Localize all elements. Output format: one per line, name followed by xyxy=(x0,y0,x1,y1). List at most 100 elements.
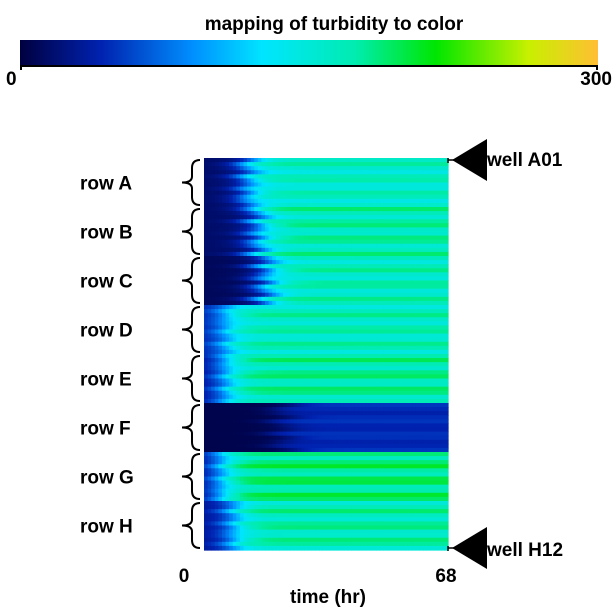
heatmap-cell xyxy=(361,382,367,388)
heatmap-cell xyxy=(365,362,370,367)
heatmap-cell xyxy=(275,427,280,433)
heatmap-cell xyxy=(351,300,356,306)
heatmap-cell xyxy=(340,362,345,367)
heatmap-cell xyxy=(383,366,388,371)
heatmap-cell xyxy=(408,407,413,412)
heatmap-cell xyxy=(379,215,385,220)
heatmap-cell xyxy=(221,182,227,188)
heatmap-cell xyxy=(401,194,406,200)
heatmap-cell xyxy=(433,296,438,302)
heatmap-cell xyxy=(207,419,212,425)
heatmap-cell xyxy=(336,374,341,380)
heatmap-cell xyxy=(218,362,223,367)
heatmap-cell xyxy=(250,239,255,245)
heatmap-cell xyxy=(361,329,367,335)
heatmap-cell xyxy=(361,219,367,224)
heatmap-cell xyxy=(415,325,420,331)
heatmap-cell xyxy=(257,194,263,200)
heatmap-cell xyxy=(229,390,234,396)
heatmap-cell xyxy=(415,349,420,355)
heatmap-cell xyxy=(268,251,273,257)
heatmap-cell xyxy=(358,247,363,253)
heatmap-cell xyxy=(412,329,417,335)
heatmap-cell xyxy=(333,370,338,376)
heatmap-cell xyxy=(326,366,331,371)
heatmap-cell xyxy=(261,325,266,331)
heatmap-cell xyxy=(404,247,410,253)
heatmap-cell xyxy=(286,182,291,188)
heatmap-cell xyxy=(207,288,212,294)
heatmap-cell xyxy=(300,345,306,351)
heatmap-cell xyxy=(311,354,316,359)
heatmap-cell xyxy=(340,382,345,388)
heatmap-cell xyxy=(404,423,410,429)
heatmap-cell xyxy=(390,341,395,347)
heatmap-cell xyxy=(282,223,288,229)
heatmap-cell xyxy=(415,247,420,253)
heatmap-cell xyxy=(326,158,331,163)
heatmap-cell xyxy=(401,284,406,290)
heatmap-cell xyxy=(343,333,349,339)
heatmap-cell xyxy=(318,231,324,237)
heatmap-cell xyxy=(376,235,381,241)
heatmap-cell xyxy=(290,215,295,220)
heatmap-cell xyxy=(440,309,446,314)
heatmap-cell xyxy=(358,305,363,310)
heatmap-cell xyxy=(261,403,266,408)
heatmap-cell xyxy=(422,358,428,363)
heatmap-cell xyxy=(300,427,306,433)
heatmap-cell xyxy=(340,227,345,233)
heatmap-cell xyxy=(239,456,245,461)
heatmap-cell xyxy=(265,435,270,441)
heatmap-cell xyxy=(265,419,270,425)
heatmap-cell xyxy=(365,382,370,388)
heatmap-cell xyxy=(433,272,438,278)
heatmap-cell xyxy=(214,390,219,396)
heatmap-cell xyxy=(326,198,331,204)
heatmap-cell xyxy=(376,264,381,269)
heatmap-cell xyxy=(315,272,320,278)
heatmap-cell xyxy=(225,370,230,376)
heatmap-cell xyxy=(383,415,388,420)
heatmap-cell xyxy=(250,211,255,216)
heatmap-cell xyxy=(204,231,209,237)
heatmap-cell xyxy=(408,329,413,335)
heatmap-cell xyxy=(286,207,291,212)
heatmap-cell xyxy=(257,427,263,433)
heatmap-cell xyxy=(290,354,295,359)
heatmap-cell xyxy=(351,439,356,445)
heatmap-cell xyxy=(207,354,212,359)
heatmap-cell xyxy=(433,411,438,416)
heatmap-cell xyxy=(311,300,316,306)
heatmap-cell xyxy=(354,247,359,253)
heatmap-cell xyxy=(293,186,298,192)
heatmap-cell xyxy=(232,186,237,192)
heatmap-cell xyxy=(207,341,212,347)
heatmap-cell xyxy=(379,321,385,327)
heatmap-cell xyxy=(211,394,216,400)
heatmap-cell xyxy=(214,256,219,261)
heatmap-cell xyxy=(254,186,259,192)
heatmap-cell xyxy=(272,211,277,216)
heatmap-cell xyxy=(415,170,420,175)
heatmap-cell xyxy=(351,415,356,420)
heatmap-cell xyxy=(250,411,255,416)
heatmap-cell xyxy=(290,374,295,380)
heatmap-cell xyxy=(250,260,255,265)
heatmap-cell xyxy=(354,227,359,233)
heatmap-cell xyxy=(437,374,442,380)
heatmap-cell xyxy=(404,239,410,245)
heatmap-cell xyxy=(290,243,295,249)
heatmap-cell xyxy=(387,415,392,420)
heatmap-cell xyxy=(347,292,352,298)
heatmap-cell xyxy=(254,300,259,306)
heatmap-cell xyxy=(412,166,417,171)
heatmap-cell xyxy=(204,235,209,241)
heatmap-cell xyxy=(290,358,295,363)
heatmap-cell xyxy=(268,239,273,245)
heatmap-cell xyxy=(290,178,295,184)
heatmap-cell xyxy=(265,411,270,416)
heatmap-cell xyxy=(397,439,402,445)
heatmap-cell xyxy=(290,394,295,400)
heatmap-cell xyxy=(225,325,230,331)
